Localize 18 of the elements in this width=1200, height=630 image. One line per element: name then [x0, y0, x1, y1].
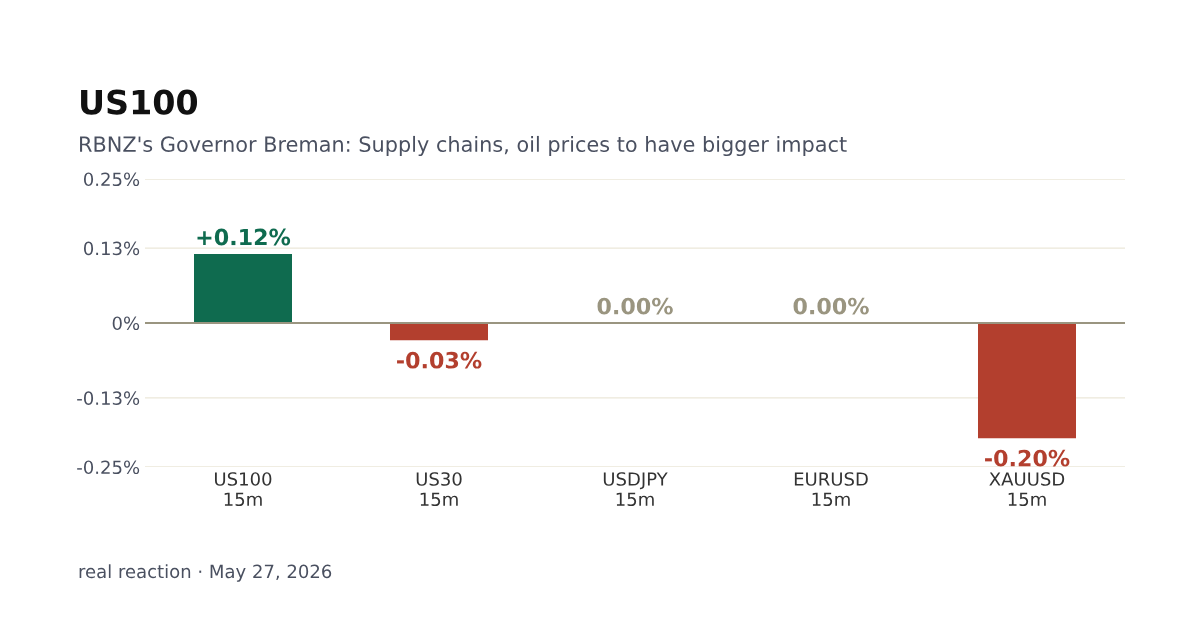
- x-tick-label: USDJPY 15m: [603, 472, 668, 507]
- text: real reaction · May 27, 2026: [79, 564, 332, 582]
- y-tick-label: -0.13%: [77, 391, 140, 405]
- x-tick-label: EURUSD 15m: [794, 472, 868, 507]
- data-label: -0.03%: [397, 351, 482, 369]
- chart-title: US100: [81, 89, 198, 115]
- chart-subtitle: RBNZ's Governor Breman: Supply chains, oil prices to have bigger impact: [80, 135, 847, 157]
- data-label: -0.20%: [985, 449, 1070, 467]
- y-tick-label: 0.25%: [83, 172, 140, 187]
- data-label: 0.00%: [793, 297, 869, 315]
- data-label: +0.12%: [197, 228, 291, 246]
- y-tick-label: 0.13%: [83, 241, 140, 256]
- data-label: 0.00%: [597, 297, 673, 315]
- y-tick-label: -0.25%: [77, 460, 140, 475]
- x-tick-label: US100 15m: [215, 472, 272, 507]
- x-tick-label: US30 15m: [416, 472, 462, 507]
- x-tick-label: XAUUSD 15m: [989, 472, 1065, 507]
- y-tick-label: 0%: [112, 316, 140, 331]
